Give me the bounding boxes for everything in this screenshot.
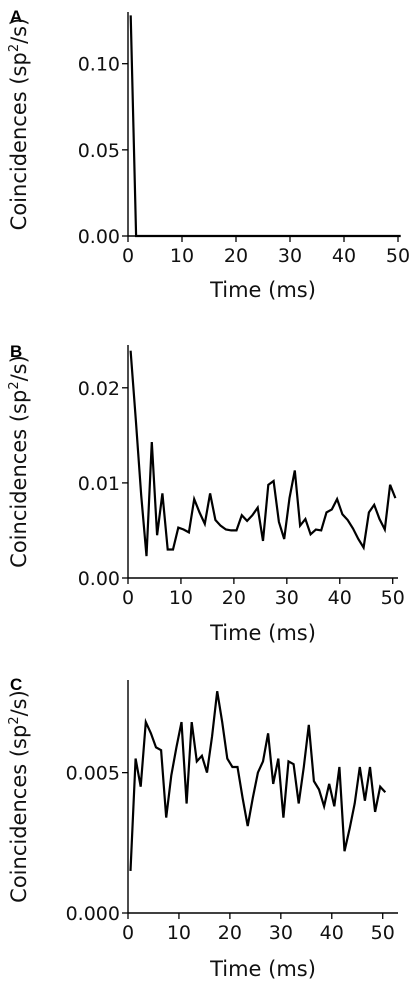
chart-panel-c: C 0.000 0.005 0 10 20 30 40 50 Time (ms) Coinciden… bbox=[7, 675, 398, 981]
y-axis-label-suffix: /s) bbox=[7, 355, 31, 381]
panel-letter: A bbox=[10, 7, 22, 26]
y-axis-label: Coincidences (sp2/s) bbox=[7, 355, 31, 568]
y-tick-label: 0.02 bbox=[78, 378, 120, 400]
series-line bbox=[129, 15, 401, 238]
x-tick-label: 10 bbox=[169, 587, 193, 609]
x-tick-label: 20 bbox=[224, 245, 248, 267]
x-tick-label: 20 bbox=[218, 922, 242, 944]
y-axis-label-suffix: /s) bbox=[7, 18, 31, 44]
x-tick-label: 10 bbox=[167, 922, 191, 944]
y-axis-label-suffix: /s) bbox=[7, 690, 31, 716]
y-tick-label: 0.05 bbox=[78, 140, 120, 162]
y-axis-label-superscript: 2 bbox=[7, 381, 22, 389]
x-tick-label: 30 bbox=[278, 245, 302, 267]
x-tick-label: 0 bbox=[122, 245, 134, 267]
panel-letter: C bbox=[10, 675, 22, 694]
x-tick-label: 30 bbox=[275, 587, 299, 609]
y-tick-label: 0.10 bbox=[78, 54, 120, 76]
x-tick-label: 50 bbox=[381, 587, 405, 609]
x-axis-label: Time (ms) bbox=[209, 278, 316, 302]
x-tick-label: 0 bbox=[122, 587, 134, 609]
x-tick-label: 40 bbox=[332, 245, 356, 267]
x-tick-label: 40 bbox=[320, 922, 344, 944]
panel-letter: B bbox=[10, 342, 22, 361]
series-line bbox=[129, 350, 397, 557]
y-axis-label-superscript: 2 bbox=[7, 44, 22, 52]
y-axis-label-main: Coincidences (sp bbox=[7, 390, 31, 568]
y-axis-label: Coincidences (sp2/s) bbox=[7, 690, 31, 903]
y-axis-label-superscript: 2 bbox=[7, 716, 22, 724]
y-axis-label-main: Coincidences (sp bbox=[7, 52, 31, 230]
y-tick-label: 0.00 bbox=[78, 568, 120, 590]
y-tick-label: 0.005 bbox=[66, 763, 120, 785]
x-axis-label: Time (ms) bbox=[209, 957, 316, 981]
y-tick-label: 0.01 bbox=[78, 473, 120, 495]
y-tick-label: 0.00 bbox=[78, 226, 120, 248]
y-axis-label: Coincidences (sp2/s) bbox=[7, 18, 31, 231]
x-tick-label: 40 bbox=[328, 587, 352, 609]
y-axis-label-main: Coincidences (sp bbox=[7, 725, 31, 903]
x-tick-label: 50 bbox=[371, 922, 395, 944]
x-tick-label: 0 bbox=[122, 922, 134, 944]
y-tick-label: 0.000 bbox=[66, 903, 120, 925]
series-line bbox=[129, 691, 387, 871]
chart-panel-b: B 0.00 0.01 0.02 0 10 20 30 40 50 Time (ms) Coincid… bbox=[7, 342, 405, 645]
x-tick-label: 20 bbox=[222, 587, 246, 609]
x-tick-label: 30 bbox=[269, 922, 293, 944]
x-axis-label: Time (ms) bbox=[209, 621, 316, 645]
chart-panel-a: A 0.00 0.05 0.10 0 10 20 30 40 50 Time (ms) Coincid… bbox=[7, 7, 410, 302]
x-tick-label: 10 bbox=[170, 245, 194, 267]
x-tick-label: 50 bbox=[386, 245, 410, 267]
